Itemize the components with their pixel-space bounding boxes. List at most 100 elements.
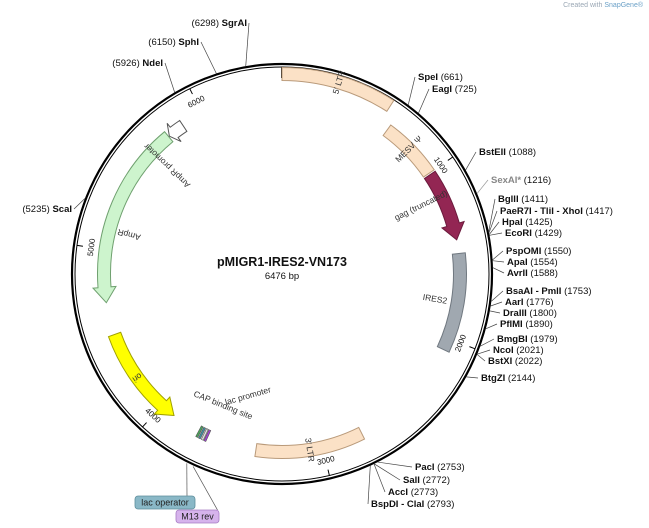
lac-promoter-label: lac promoter [224, 384, 272, 407]
site-hpai: HpaI (1425) [488, 217, 553, 235]
site-label: AarI (1776) [505, 297, 554, 308]
site-position: (1216) [521, 175, 551, 186]
mesv-shape [382, 124, 435, 178]
site-name: SalI [403, 475, 420, 486]
site-bspdi-clai: BspDI - ClaI (2793) [367, 465, 454, 510]
feature-ori: ori [107, 331, 175, 417]
site-label: (6150) SphI [148, 37, 199, 48]
site-label: BsaAI - PmlI (1753) [506, 286, 592, 297]
site-label: PspOMI (1550) [506, 246, 571, 257]
site-bsaai-pmli: BsaAI - PmlI (1753) [490, 286, 592, 302]
5ltr-shape [281, 66, 395, 113]
site-leader [245, 22, 250, 67]
site-leader [200, 41, 217, 74]
site-leader [492, 267, 505, 274]
site-name: EagI [432, 84, 452, 95]
site-label: SpeI (661) [418, 72, 463, 83]
site-label: PacI (2753) [415, 462, 465, 473]
site-name: AvrII [507, 268, 528, 279]
feature-amprprom: AmpR promoter [142, 119, 192, 190]
site-leader [465, 151, 477, 171]
site-draiii: DraIII (1800) [489, 308, 557, 319]
site-leader [164, 62, 176, 93]
primer-box-label: M13 rev [181, 512, 214, 522]
site-apai: ApaI (1554) [492, 257, 558, 268]
watermark-brand: SnapGene® [604, 2, 643, 9]
snapgene-watermark: Created with SnapGene® [563, 2, 643, 9]
site-ndei: (5926) NdeI [112, 58, 176, 93]
site-name: NdeI [142, 58, 163, 69]
site-paci: PacI (2753) [377, 461, 465, 473]
site-leader [373, 463, 401, 481]
site-acci: AccI (2773) [373, 463, 438, 498]
site-leader [485, 323, 498, 330]
small-feature-cap [195, 425, 204, 438]
watermark-prefix: Created with [563, 2, 605, 9]
site-scai: (5235) ScaI [22, 198, 86, 215]
site-ncoi: NcoI (2021) [477, 345, 544, 356]
site-name: NcoI [493, 345, 514, 356]
site-name: HpaI [502, 217, 523, 228]
small-feature-m13 [203, 429, 212, 442]
tick-mark [447, 156, 454, 161]
ampr-shape [91, 130, 174, 304]
site-name: PspOMI [506, 246, 541, 257]
ires2-shape [436, 252, 467, 353]
primer-leader [192, 466, 218, 511]
site-label: AvrII (1588) [507, 268, 558, 279]
site-position: (2772) [420, 475, 450, 486]
site-name: EcoRI [505, 228, 532, 239]
site-spei: SpeI (661) [407, 72, 463, 106]
site-pflmi: PflMI (1890) [485, 319, 553, 330]
site-name: BspDI - ClaI [371, 499, 424, 510]
site-position: (2022) [512, 356, 542, 367]
site-sexai-: SexAI* (1216) [476, 175, 551, 194]
site-position: (6298) [192, 18, 222, 29]
site-leader [489, 232, 503, 236]
site-leader [373, 463, 386, 493]
site-position: (1753) [561, 286, 591, 297]
site-name: PflMI [500, 319, 523, 330]
site-name: PacI [415, 462, 435, 473]
site-label: BstXI (2022) [488, 356, 542, 367]
site-name: SexAI* [491, 175, 521, 186]
primer-boxes: lac operator M13 rev [134, 463, 220, 524]
site-position: (1776) [523, 297, 553, 308]
site-leader [407, 76, 416, 106]
site-label: BtgZI (2144) [481, 373, 535, 384]
site-position: (6150) [148, 37, 178, 48]
site-position: (1979) [528, 334, 558, 345]
feature-ires2: IRES2 [422, 252, 467, 353]
site-name: SpeI [418, 72, 438, 83]
site-name: BmgBI [497, 334, 528, 345]
site-name: DraIII [503, 308, 527, 319]
site-leader [466, 376, 479, 379]
site-leader [488, 198, 496, 232]
site-position: (1425) [523, 217, 553, 228]
site-label: PflMI (1890) [500, 319, 553, 330]
site-name: BglII [498, 194, 519, 205]
site-bsteii: BstEII (1088) [465, 147, 536, 171]
ampr-label: AmpR [116, 227, 141, 243]
site-pspomi: PspOMI (1550) [492, 246, 571, 261]
site-position: (1550) [541, 246, 571, 257]
site-position: (5926) [112, 58, 142, 69]
site-aari: AarI (1776) [490, 297, 554, 308]
tick-label: 3000 [316, 454, 336, 467]
site-position: (661) [438, 72, 463, 83]
tick-mark [142, 422, 147, 428]
site-eagi: EagI (725) [418, 84, 477, 114]
3ltr-label: 3′ LTR [303, 437, 317, 462]
site-position: (1088) [506, 147, 536, 158]
primer-box-lac-operator: lac operator [134, 463, 196, 510]
site-label: (5926) NdeI [112, 58, 163, 69]
site-name: PaeR7I - TliI - XhoI [500, 206, 583, 217]
feature-5ltr: 5′ LTR [281, 66, 395, 113]
site-label: AccI (2773) [388, 487, 438, 498]
site-leader [489, 310, 501, 314]
restriction-sites: (6298) SgrAI (6150) SphI (5926) NdeI (5235)… [22, 18, 613, 510]
site-leader [490, 290, 504, 302]
site-leader [492, 260, 505, 263]
